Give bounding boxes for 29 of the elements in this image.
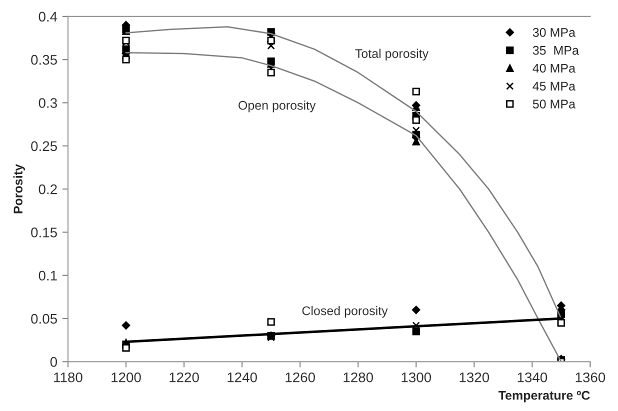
y-tick-label: 0.1: [38, 270, 57, 281]
x-tick-label: 1360: [576, 372, 606, 382]
annotation: Closed porosity: [302, 306, 388, 318]
y-tick-label: 0.35: [31, 54, 57, 65]
x-tick-label: 1200: [112, 372, 141, 382]
x-tick-label: 1340: [518, 372, 548, 382]
x-tick-label: 1260: [286, 372, 315, 382]
annotation: Open porosity: [238, 100, 316, 112]
x-axis-title: Temperature ºC: [498, 390, 590, 402]
y-tick-label: 0.2: [38, 184, 57, 194]
y-tick-label: 0.05: [31, 314, 57, 324]
x-tick-label: 1280: [344, 372, 374, 382]
legend-label: 30 MPa: [532, 28, 576, 37]
x-tick-label: 1320: [460, 372, 490, 382]
y-tick-label: 0: [50, 357, 58, 367]
legend-label: 50 MPa: [532, 100, 576, 108]
annotation: Total porosity: [355, 48, 429, 60]
y-tick-label: 0.15: [31, 228, 57, 238]
y-tick-label: 0.25: [31, 141, 57, 152]
legend-label: 40 MPa: [532, 64, 576, 73]
x-tick-label: 1300: [402, 372, 432, 382]
y-tick-label: 0.3: [38, 98, 57, 108]
x-tick-label: 1240: [228, 372, 257, 382]
x-tick-label: 1220: [170, 372, 199, 382]
legend-label: 35 MPa: [532, 46, 579, 55]
x-tick-label: 1180: [54, 372, 82, 382]
y-tick-label: 0.4: [38, 12, 58, 22]
legend-label: 45 MPa: [532, 82, 576, 91]
y-axis-title: Porosity: [13, 164, 25, 214]
